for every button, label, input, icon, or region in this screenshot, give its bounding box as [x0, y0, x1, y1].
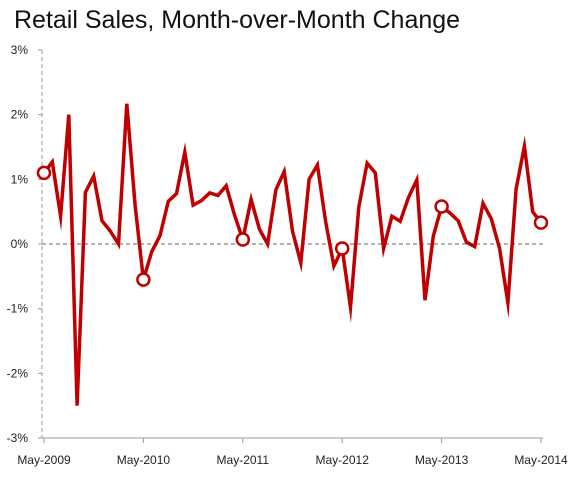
y-tick-label: -3% — [7, 431, 29, 445]
y-tick-label: 3% — [11, 43, 29, 57]
data-point-marker — [36, 165, 52, 181]
y-tick-label: 2% — [11, 108, 29, 122]
x-tick-label: May-2009 — [17, 453, 71, 467]
y-tick-label: 1% — [11, 172, 29, 186]
x-tick-label: May-2014 — [514, 453, 568, 467]
x-tick-label: May-2012 — [316, 453, 370, 467]
data-point-marker — [235, 232, 251, 247]
y-tick-label: -1% — [7, 302, 29, 316]
data-point-marker — [136, 272, 151, 287]
y-tick-label: 0% — [11, 237, 29, 251]
x-tick-labels: May-2009 May-2010 May-2011 May-2012 May-2013… — [17, 438, 568, 467]
series-layer — [42, 103, 543, 406]
x-tick-label: May-2010 — [117, 453, 171, 467]
y-tick-labels: 3% 2% 1% 0% -1% -2% -3% — [7, 43, 42, 445]
highlight-markers — [36, 165, 549, 287]
series-line — [42, 103, 543, 406]
data-point-marker — [434, 199, 449, 214]
x-tick-label: May-2013 — [415, 453, 469, 467]
data-point-marker — [334, 241, 350, 256]
data-point-marker — [533, 215, 549, 230]
x-tick-label: May-2011 — [217, 453, 270, 467]
chart-title: Retail Sales, Month-over-Month Change — [14, 6, 461, 34]
y-tick-label: -2% — [7, 366, 29, 380]
